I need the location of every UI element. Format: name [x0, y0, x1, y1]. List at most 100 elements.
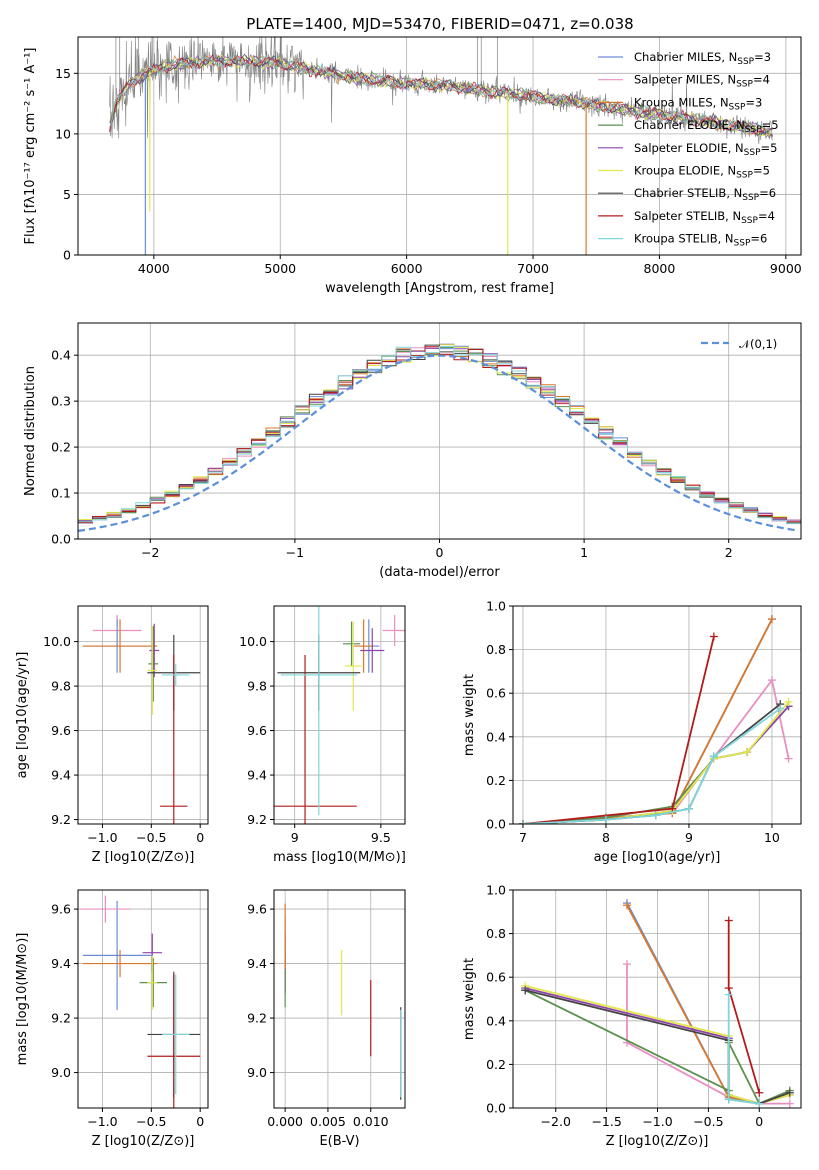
- x-tick-label: −0.5: [693, 1114, 723, 1129]
- y-tick-label: 9.8: [247, 679, 267, 694]
- y-tick-label: 0.4: [486, 1013, 506, 1028]
- legend-text: Salpeter ELODIE, N: [634, 141, 744, 155]
- legend-text: Salpeter STELIB, N: [634, 209, 741, 223]
- y-tick-label: 9.2: [51, 812, 71, 827]
- y-tick-label: 0: [63, 248, 71, 263]
- y-tick-label: 0.8: [486, 926, 506, 941]
- y-axis-label: mass weight: [462, 958, 477, 1040]
- x-axis-label: wavelength [Angstrom, rest frame]: [325, 281, 554, 296]
- y-tick-label: 9.6: [247, 902, 267, 917]
- legend-subscript: SSP: [736, 171, 753, 181]
- mass-weight-series: [522, 705, 790, 824]
- legend-entry: Salpeter STELIB, NSSP=4: [634, 209, 775, 226]
- x-tick-label: −2.0: [541, 1114, 571, 1129]
- y-tick-label: 10.0: [239, 634, 267, 649]
- legend-text: Chabrier ELODIE, N: [634, 118, 745, 132]
- x-tick-label: 0: [196, 1114, 204, 1129]
- mass-weight-series: [522, 707, 781, 824]
- panel-spectrum: 4000 5000 6000 7000 8000 9000 0 5 10 15 wavelength…: [23, 36, 802, 296]
- y-tick-label: 0.6: [486, 686, 506, 701]
- plots-layer: 4000 5000 6000 7000 8000 9000051015wavelength…: [15, 36, 802, 1149]
- legend-text: Kroupa ELODIE, N: [634, 164, 736, 178]
- legend-text: Chabrier STELIB, N: [634, 186, 742, 200]
- x-tick-label: 7: [519, 830, 527, 845]
- model-fit-line: [109, 53, 773, 140]
- x-tick-label: −0.5: [136, 830, 166, 845]
- y-tick-label: 0.6: [486, 970, 506, 985]
- y-tick-label: 0.8: [486, 642, 506, 657]
- legend-value: =4: [753, 73, 770, 87]
- x-axis-label: (data-model)/error: [379, 565, 500, 580]
- x-tick-label: 8000: [644, 261, 676, 276]
- legend-value: =6: [750, 232, 767, 246]
- legend-text: Salpeter MILES, N: [634, 73, 736, 87]
- legend-value: =3: [754, 50, 771, 64]
- y-tick-label: 9.0: [51, 1065, 71, 1080]
- y-tick-label: 9.2: [247, 812, 267, 827]
- legend-entry: 𝒩(0,1): [739, 337, 777, 351]
- plot-area: [82, 614, 201, 824]
- plot-area: [284, 903, 402, 1100]
- y-tick-label: 5: [63, 187, 71, 202]
- legend-subscript: SSP: [741, 216, 758, 226]
- panel-mass_vs_Z: −1.0 −0.5 0 9.0 9.2 9.4 9.6 Z [log10(Z/Z⊙)] mass…: [15, 889, 209, 1149]
- plot-area: [80, 895, 201, 1108]
- legend-entry: Salpeter MILES, NSSP=4: [634, 73, 770, 90]
- x-tick-label: 1: [580, 545, 588, 560]
- x-tick-label: −2: [141, 545, 159, 560]
- legend-value: =6: [759, 186, 776, 200]
- x-tick-label: 0: [436, 545, 444, 560]
- y-tick-label: 1.0: [486, 599, 506, 614]
- legend-entry: Chabrier ELODIE, NSSP=5: [634, 118, 779, 135]
- panel-mass_vs_ebv: 0.000 0.005 0.010 9.0 9.2 9.4 9.6 E(B-V): [247, 889, 406, 1149]
- x-tick-label: −1.0: [87, 830, 117, 845]
- x-tick-label: 9.5: [371, 830, 391, 845]
- chart-title: PLATE=1400, MJD=53470, FIBERID=0471, z=0…: [246, 15, 633, 33]
- y-tick-label: 0.2: [486, 1057, 506, 1072]
- mass-weight-series: [522, 703, 781, 824]
- axes-frame: [77, 322, 802, 540]
- x-axis-label: Z [log10(Z/Z⊙)]: [92, 1134, 195, 1149]
- model-fit-line: [109, 53, 773, 135]
- y-tick-label: 10.0: [43, 634, 71, 649]
- x-axis-label: E(B-V): [319, 1134, 359, 1149]
- axes-frame: [77, 605, 209, 825]
- legend-subscript: SSP: [734, 239, 751, 249]
- y-tick-label: 0.4: [51, 348, 71, 363]
- x-tick-label: 8: [602, 830, 610, 845]
- y-tick-label: 0.2: [51, 440, 71, 455]
- plot-area: [274, 606, 405, 824]
- legend-value: =5: [762, 118, 779, 132]
- plot-area: [518, 615, 793, 824]
- panel-age_vs_mass: 9 9.5 9.2 9.4 9.6 9.8 10.0 mass [log10(M/M⊙)]: [239, 605, 406, 865]
- legend-value: =4: [758, 209, 775, 223]
- y-tick-label: 15: [55, 66, 71, 81]
- y-tick-label: 9.6: [51, 723, 71, 738]
- x-tick-label: −1.0: [642, 1114, 672, 1129]
- y-tick-label: 9.8: [51, 679, 71, 694]
- x-axis-label: Z [log10(Z/Z⊙)]: [606, 1134, 709, 1149]
- x-tick-label: 0: [196, 830, 204, 845]
- y-tick-label: 9.2: [247, 1011, 267, 1026]
- plot-area: [78, 343, 801, 532]
- y-tick-label: 0.3: [51, 394, 71, 409]
- x-tick-label: −1.0: [87, 1114, 117, 1129]
- panel-weight_vs_Z: −2.0 −1.5 −1.0 −0.5 0 0.0 0.2 0.4 0.6 0.8 1.0 Z [lo…: [462, 883, 802, 1149]
- x-tick-label: 7000: [517, 261, 549, 276]
- x-tick-label: 0.000: [267, 1114, 303, 1129]
- legend-subscript: SSP: [737, 57, 754, 67]
- axes-frame: [273, 889, 406, 1109]
- y-tick-label: 0.0: [51, 532, 71, 547]
- plot-area: [521, 899, 794, 1108]
- legend-subscript: SSP: [744, 148, 761, 158]
- plot-area: [109, 37, 774, 255]
- axes-frame: [77, 889, 209, 1109]
- x-axis-label: mass [log10(M/M⊙)]: [273, 850, 406, 865]
- x-tick-label: 5000: [264, 261, 296, 276]
- y-tick-label: 9.6: [51, 902, 71, 917]
- model-fit-line: [109, 54, 773, 135]
- panel-residuals: −2 −1 0 1 2 0.0 0.1 0.2 0.3 0.4 (data-model)/error…: [23, 322, 802, 580]
- x-axis-label: age [log10(age/yr)]: [594, 850, 721, 865]
- mass-weight-series: [522, 701, 790, 824]
